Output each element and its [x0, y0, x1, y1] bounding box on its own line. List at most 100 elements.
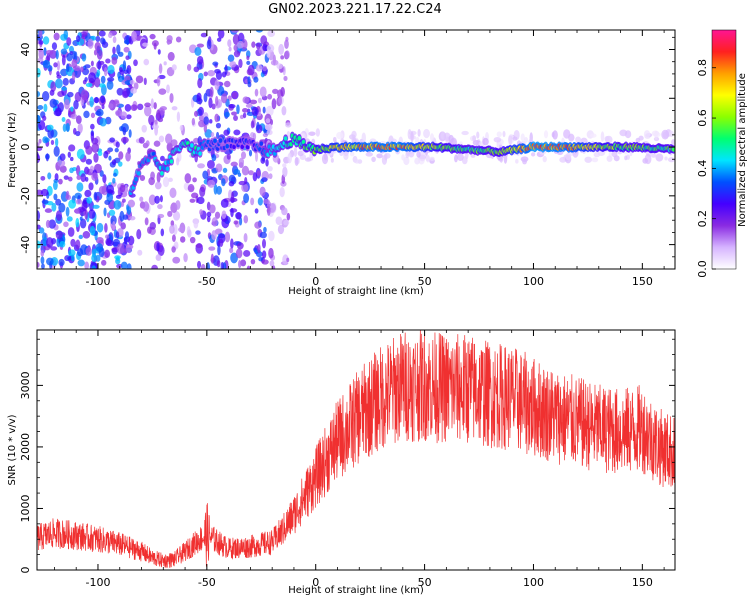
- signal-cell: [671, 147, 675, 152]
- spectrogram-cell: [44, 137, 50, 143]
- spectrogram-cell: [642, 157, 649, 164]
- spectrogram-cell: [401, 154, 405, 161]
- spectrogram-cell: [206, 39, 212, 50]
- signal-cell: [245, 144, 250, 150]
- spectrogram-cell: [75, 239, 81, 250]
- spectrogram-cell: [265, 118, 271, 124]
- spectrogram-cell: [384, 153, 388, 161]
- spectrogram-cell: [257, 243, 261, 254]
- spectrogram-cell: [88, 209, 96, 219]
- spectrogram-cell: [133, 59, 138, 67]
- spectrogram-cell: [144, 217, 149, 226]
- spectrogram-cell: [84, 176, 89, 182]
- spectrogram-cell: [238, 58, 243, 69]
- spectrogram-cell: [125, 55, 130, 60]
- spectrogram-cell: [376, 153, 383, 159]
- spectrogram-cell: [40, 188, 49, 197]
- spectrogram-cell: [215, 95, 219, 106]
- colorbar-gradient: [712, 30, 736, 269]
- spectrogram-cell: [37, 224, 41, 230]
- spectrogram-cell: [286, 212, 291, 221]
- spectrogram-cell: [230, 252, 238, 264]
- spectrogram-cell: [472, 135, 477, 142]
- spectrogram-cell: [67, 91, 74, 98]
- spectrogram-cell: [280, 86, 285, 97]
- spectrogram-cell: [91, 254, 98, 263]
- spectrogram-cell: [84, 189, 92, 198]
- spectrogram-cell: [461, 130, 469, 136]
- spectrogram-cell: [262, 238, 266, 249]
- snr-x-tick-label: -100: [85, 576, 110, 589]
- spectrogram-cell: [64, 98, 70, 110]
- spectrogram-cell: [53, 62, 58, 68]
- spectrogram-cell: [565, 152, 572, 161]
- spectrogram-y-tick-label: 40: [19, 43, 32, 57]
- spectrogram-cell: [157, 117, 164, 123]
- signal-cell: [134, 177, 138, 182]
- spectrogram-cell: [47, 172, 52, 180]
- spectrogram-cell: [200, 32, 208, 38]
- spectrogram-cell: [261, 177, 268, 183]
- spectrogram-cell: [354, 159, 360, 164]
- spectrogram-cell: [169, 92, 174, 103]
- spectrogram-cell: [194, 46, 202, 56]
- spectrogram-cell: [197, 163, 205, 169]
- spectrogram-cell: [143, 77, 147, 86]
- spectrogram-cell: [268, 247, 274, 259]
- spectrogram-cell: [49, 89, 55, 96]
- spectrogram-cell: [165, 133, 173, 145]
- spectrogram-cell: [50, 139, 55, 146]
- spectrogram-cell: [124, 184, 129, 194]
- spectrogram-cell: [38, 30, 43, 38]
- spectrogram-cell: [262, 106, 266, 114]
- spectrogram-cell: [270, 59, 279, 66]
- spectrogram-cell: [68, 144, 76, 152]
- spectrogram-cell: [321, 153, 329, 165]
- spectrogram-cell: [148, 177, 155, 186]
- spectrogram-cell: [224, 231, 231, 243]
- spectrogram-cell: [67, 227, 75, 237]
- spectrogram-cell: [584, 156, 593, 163]
- spectrogram-cell: [66, 216, 73, 222]
- spectrogram-cell: [216, 260, 221, 268]
- spectrogram-cell: [552, 130, 558, 140]
- spectrogram-cell: [96, 222, 104, 233]
- spectrogram-cell: [118, 151, 124, 160]
- spectrogram-cell: [227, 54, 235, 63]
- spectrogram-cell: [143, 58, 150, 66]
- spectrogram-cell: [217, 30, 225, 39]
- spectrogram-cell: [37, 261, 40, 268]
- spectrogram-cell: [493, 137, 502, 143]
- snr-y-tick-label: 1000: [19, 494, 32, 522]
- spectrogram-cell: [253, 76, 259, 83]
- spectrogram-cell: [173, 224, 178, 235]
- spectrogram-cell: [101, 259, 107, 266]
- spectrogram-cell: [171, 234, 176, 242]
- spectrogram-cell: [127, 199, 136, 208]
- spectrogram-cell: [103, 207, 107, 217]
- spectrogram-cell: [236, 242, 244, 250]
- spectrogram-cell: [208, 246, 216, 251]
- signal-cell: [160, 171, 164, 176]
- spectrogram-cell: [105, 234, 110, 239]
- spectrogram-cell: [282, 254, 289, 265]
- spectrogram-cell: [247, 76, 251, 85]
- spectrogram-cell: [41, 90, 50, 102]
- spectrogram-cell: [246, 60, 251, 65]
- spectrogram-cell: [88, 72, 96, 84]
- spectrogram-cell: [94, 41, 101, 51]
- spectrogram-cell: [176, 157, 180, 166]
- spectrogram-cell: [125, 244, 132, 254]
- spectrogram-cell: [153, 102, 157, 110]
- spectrogram-cell: [212, 61, 219, 66]
- spectrogram-cell: [85, 82, 93, 88]
- spectrogram-cell: [122, 60, 127, 72]
- spectrogram-cell: [515, 159, 519, 164]
- spectrogram-cell: [304, 157, 312, 162]
- spectrogram-cell: [171, 246, 176, 253]
- spectrogram-y-axis-label: Frequency (Hz): [7, 112, 18, 188]
- spectrogram-cell: [84, 77, 88, 82]
- spectrogram-cell: [203, 123, 208, 133]
- snr-background: [37, 330, 675, 570]
- spectrogram-cell: [590, 133, 597, 138]
